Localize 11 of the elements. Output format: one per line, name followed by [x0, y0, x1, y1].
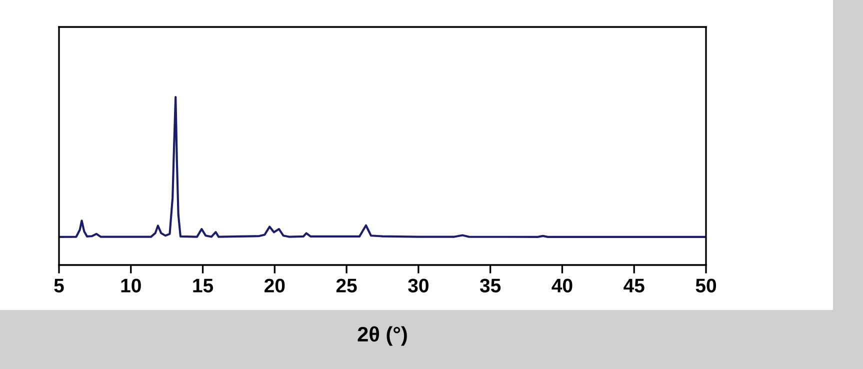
x-tick-label: 30	[408, 278, 428, 293]
x-tick-label: 10	[121, 278, 141, 292]
x-tick-label: 40	[552, 278, 572, 292]
x-tick-label: 45	[624, 278, 644, 292]
x-tick-label: 35	[480, 278, 501, 293]
x-tick-label: 5	[54, 278, 64, 292]
x-tick-label: 50	[696, 278, 716, 292]
x-tick-label: 20	[264, 278, 285, 292]
x-axis-title: 2θ (°)	[358, 326, 407, 346]
x-tick-label: 25	[336, 278, 357, 292]
x-tick-label: 15	[193, 278, 214, 292]
